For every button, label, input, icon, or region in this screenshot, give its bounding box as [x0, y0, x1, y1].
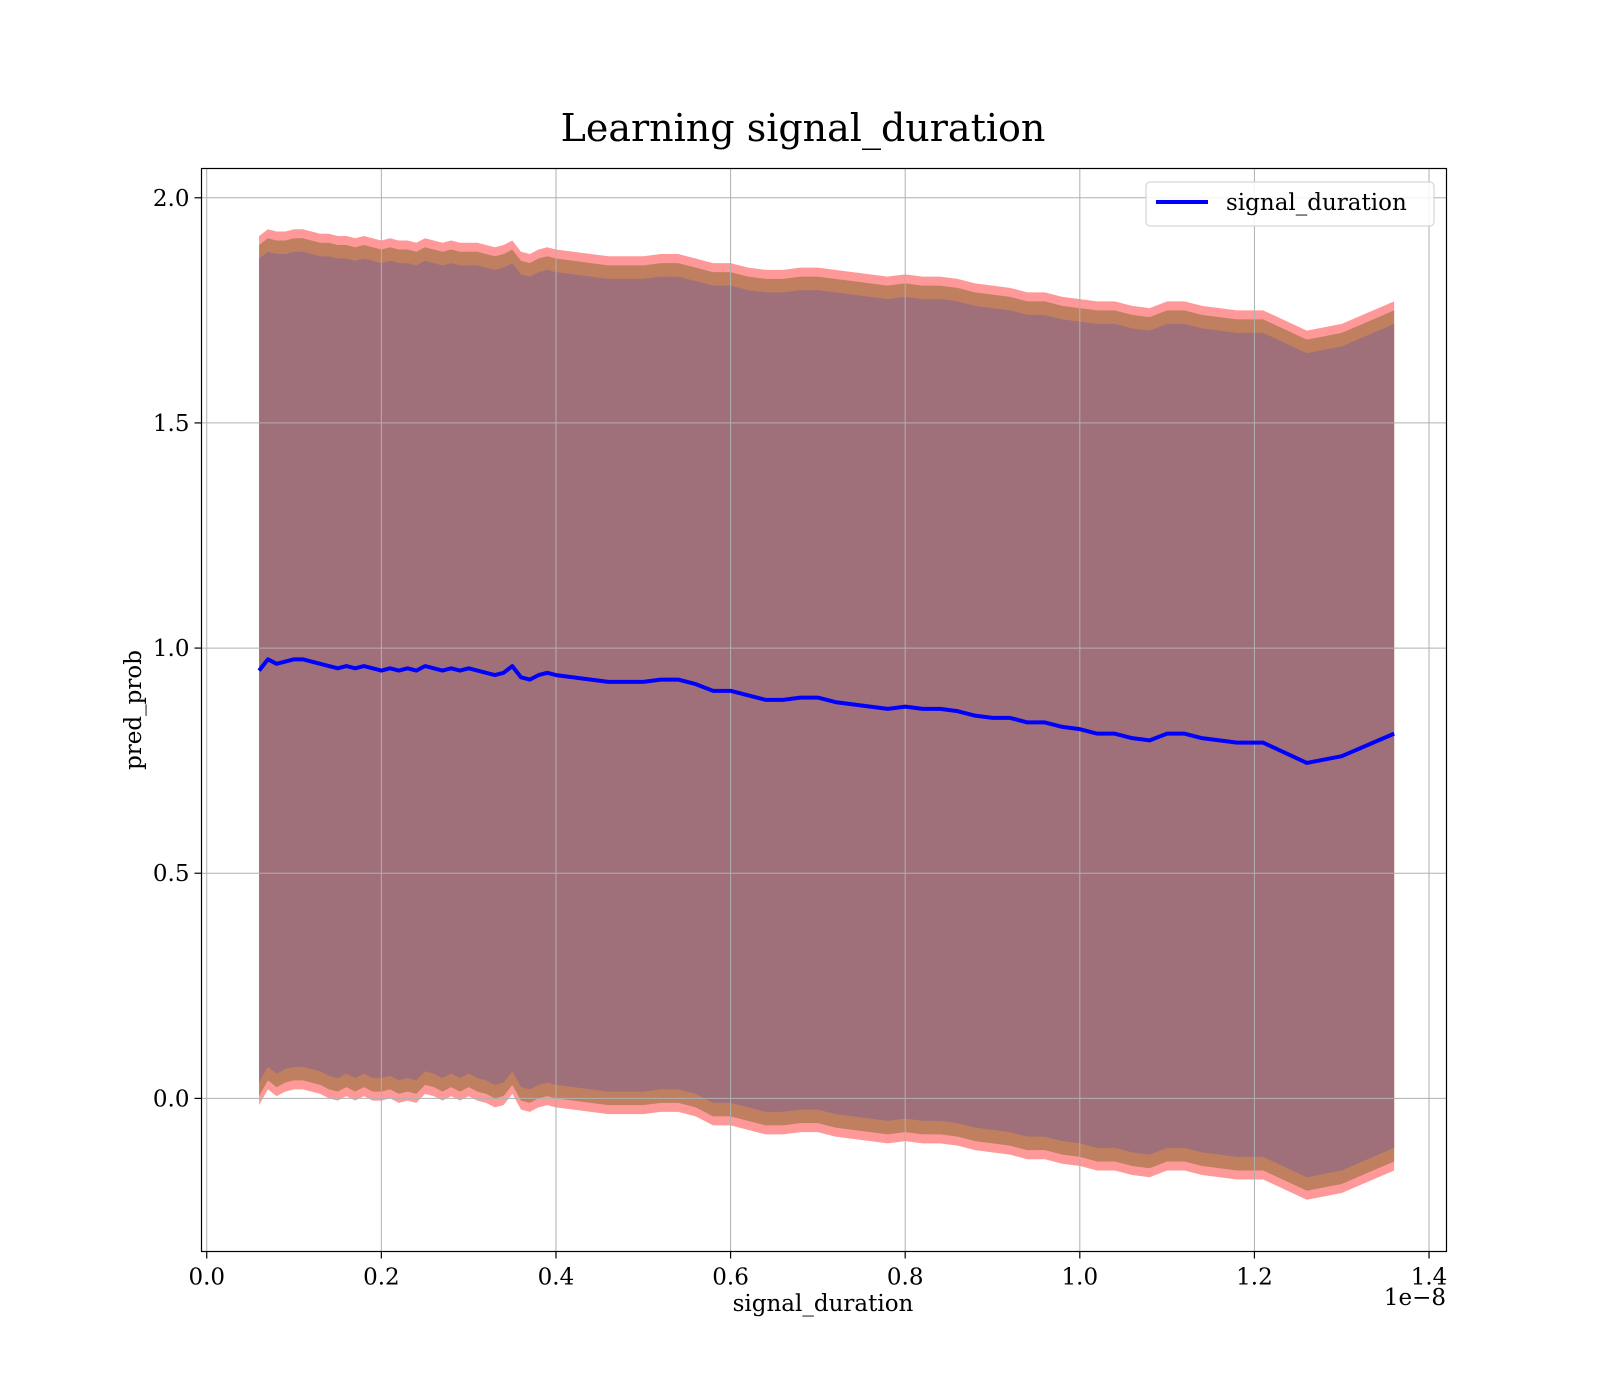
- x-tick-label: 0.6: [712, 1265, 749, 1291]
- legend: signal_duration: [1145, 181, 1435, 227]
- legend-box: [1145, 181, 1435, 227]
- chart-title: Learning signal_duration: [561, 106, 1046, 151]
- y-axis-label: pred_prob: [121, 650, 147, 770]
- y-ticks: 0.0 0.5 1.0 1.5 2.0: [153, 186, 202, 1112]
- x-ticks: 0.0 0.2 0.4 0.6 0.8 1.0 1.2 1.4: [188, 1251, 1448, 1291]
- legend-label: signal_duration: [1226, 190, 1407, 216]
- x-tick-label: 0.0: [188, 1265, 225, 1291]
- series-line-signal_duration: [257, 657, 1395, 765]
- x-tick-label: 0.8: [887, 1265, 924, 1291]
- x-tick-label: 1.0: [1062, 1265, 1099, 1291]
- x-offset-text: 1e−8: [1384, 1285, 1446, 1311]
- x-tick-label: 1.2: [1236, 1265, 1273, 1291]
- x-tick-label: 0.2: [363, 1265, 400, 1291]
- y-tick-label: 0.5: [153, 861, 190, 887]
- bands-layer: [259, 229, 1395, 1200]
- series-layer: [257, 657, 1395, 765]
- x-tick-label: 0.4: [538, 1265, 575, 1291]
- y-tick-label: 0.0: [153, 1086, 190, 1112]
- x-axis-label: signal_duration: [733, 1291, 914, 1317]
- plot-frame: [200, 167, 1448, 1253]
- confidence-band-3: [259, 251, 1395, 1178]
- y-tick-label: 1.5: [153, 411, 190, 437]
- y-tick-label: 2.0: [153, 186, 190, 212]
- y-tick-label: 1.0: [153, 636, 190, 662]
- grid-layer: [201, 168, 1447, 1252]
- x-tick-label: 1.4: [1411, 1265, 1448, 1291]
